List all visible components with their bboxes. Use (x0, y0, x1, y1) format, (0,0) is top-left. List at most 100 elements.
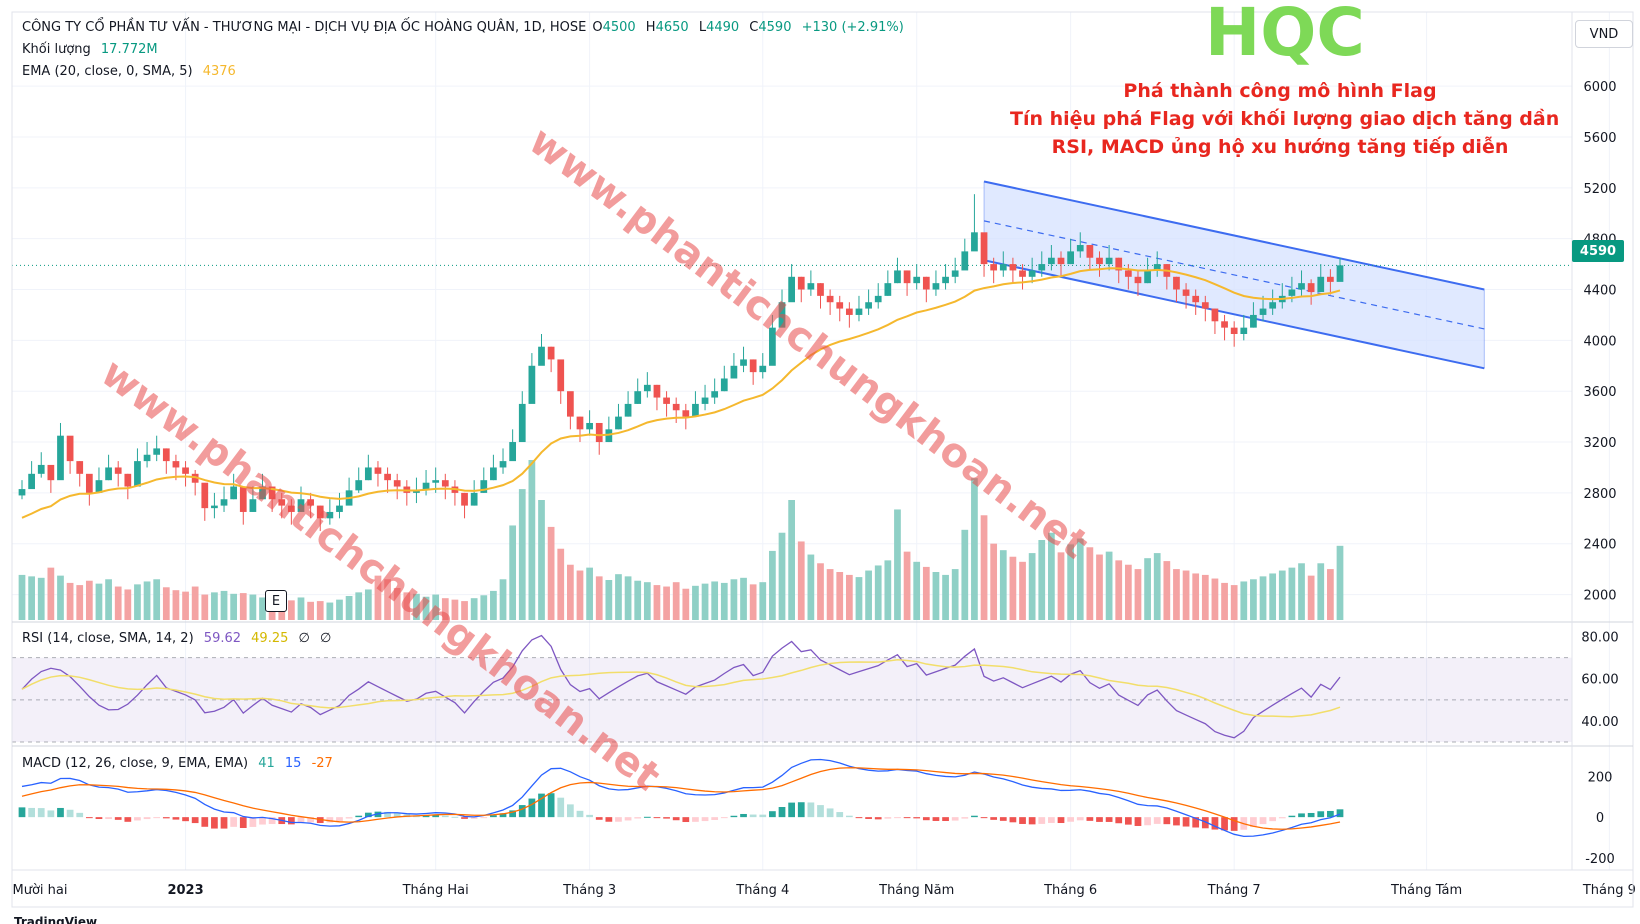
candle-body (47, 464, 55, 481)
candle-body (28, 473, 35, 490)
candle-body (1134, 276, 1142, 284)
candle-body (278, 499, 286, 506)
macd-histogram-bar (1124, 817, 1132, 825)
volume-bars (18, 460, 1344, 620)
volume-bar (470, 598, 478, 620)
volume-bar (557, 548, 565, 620)
macd-histogram-bar (490, 815, 497, 818)
macd-histogram-bar (1153, 817, 1161, 824)
volume-bar (643, 582, 651, 620)
volume-bar (1163, 561, 1171, 620)
candle-body (239, 486, 247, 512)
volume-bar (509, 525, 517, 620)
ema-20-line (21, 267, 1341, 519)
volume-bar (1259, 576, 1267, 620)
candle-body (865, 302, 872, 309)
macd-value: 15 (284, 756, 302, 771)
volume-bar (1086, 547, 1094, 620)
candle-body (528, 365, 536, 404)
macd-histogram-bar (76, 812, 84, 818)
earnings-marker[interactable]: E (265, 590, 287, 612)
macd-histogram-bar (566, 804, 574, 818)
macd-histogram-bar (162, 817, 170, 819)
macd-histogram-bar (980, 817, 988, 819)
macd-histogram-bar (182, 817, 189, 822)
time-tick-label: Tháng Tám (1390, 883, 1462, 898)
candle-body (797, 276, 805, 290)
macd-histogram-bar (634, 817, 642, 819)
candle-body (951, 270, 959, 277)
candle-body (634, 391, 642, 404)
price-tick-label: 6000 (1583, 80, 1616, 95)
macd-legend[interactable]: MACD (12, 26, close, 9, EMA, EMA) 41 15 … (22, 756, 339, 771)
volume-bar (884, 560, 892, 620)
macd-histogram-bar (576, 810, 584, 818)
annotation-line-2: Tín hiệu phá Flag với khối lượng giao dị… (1010, 108, 1560, 130)
candle-body (432, 480, 440, 483)
volume-bar (1336, 545, 1344, 620)
rsi-tick-label: 80.00 (1581, 631, 1618, 646)
macd-histogram-bar (999, 817, 1007, 821)
macd-histogram-bar (932, 817, 940, 821)
channel-upper-line (983, 180, 1485, 291)
open-label: O (592, 20, 603, 35)
chart-frame (11, 11, 1634, 908)
macd-histogram-bar (836, 812, 844, 818)
macd-histogram-bar (95, 817, 103, 820)
macd-histogram-bar (297, 817, 305, 823)
macd-histogram-bar (57, 807, 64, 818)
volume-bar (865, 570, 872, 620)
macd-histogram-bar (499, 813, 507, 818)
high-value: 4650 (655, 20, 689, 35)
ema-label: EMA (20, close, 0, SMA, 5) (22, 64, 193, 79)
candle-body (538, 346, 545, 366)
macd-histogram-bar (1163, 817, 1171, 825)
macd-histogram-bar (547, 793, 555, 818)
macd-histogram-bar (1144, 817, 1151, 826)
candle-body (547, 346, 555, 360)
macd-histogram-bar (1134, 817, 1142, 826)
volume-label: Khối lượng (22, 42, 91, 57)
candle-body (182, 467, 189, 474)
candle-body (740, 359, 747, 366)
time-tick-label: Tháng 6 (1043, 883, 1097, 898)
volume-bar (191, 586, 199, 620)
macd-histogram-bar (884, 817, 892, 819)
macd-line (21, 758, 1341, 838)
macd-histogram-bar (845, 815, 853, 818)
volume-bar (1240, 581, 1248, 620)
candle-body (730, 365, 738, 379)
rsi-legend[interactable]: RSI (14, close, SMA, 14, 2) 59.62 49.25 … (22, 631, 337, 646)
macd-histogram-bar (364, 812, 372, 818)
volume-bar (66, 582, 74, 620)
macd-histogram-bar (1298, 813, 1305, 818)
legend-ema-row[interactable]: EMA (20, close, 0, SMA, 5) 4376 (22, 64, 242, 79)
legend-volume-row[interactable]: Khối lượng 17.772M (22, 42, 164, 57)
macd-histogram-bar (730, 815, 738, 818)
currency-button[interactable]: VND (1575, 20, 1633, 48)
macd-histogram-bar (1259, 817, 1267, 825)
volume-bar (297, 597, 305, 620)
candle-body (490, 467, 497, 481)
candle-body (326, 511, 334, 519)
volume-bar (307, 601, 314, 620)
volume-bar (663, 586, 670, 620)
macd-histogram-bar (1086, 817, 1094, 821)
candle-body (701, 397, 709, 404)
volume-bar (894, 509, 901, 620)
macd-histogram-bar (701, 817, 709, 822)
macd-hist-value: 41 (258, 756, 275, 771)
ticker-title: HQC (1205, 0, 1365, 71)
candle-body (1240, 327, 1248, 334)
volume-bar (528, 460, 536, 620)
volume-bar (1115, 560, 1123, 620)
candle-body (76, 461, 84, 474)
candle-body (374, 467, 382, 474)
candle-body (307, 499, 314, 506)
volume-bar (326, 602, 334, 620)
time-tick-label: Tháng Hai (402, 883, 469, 898)
volume-bar (490, 590, 497, 620)
volume-bar (672, 582, 680, 620)
volume-bar (740, 577, 747, 620)
